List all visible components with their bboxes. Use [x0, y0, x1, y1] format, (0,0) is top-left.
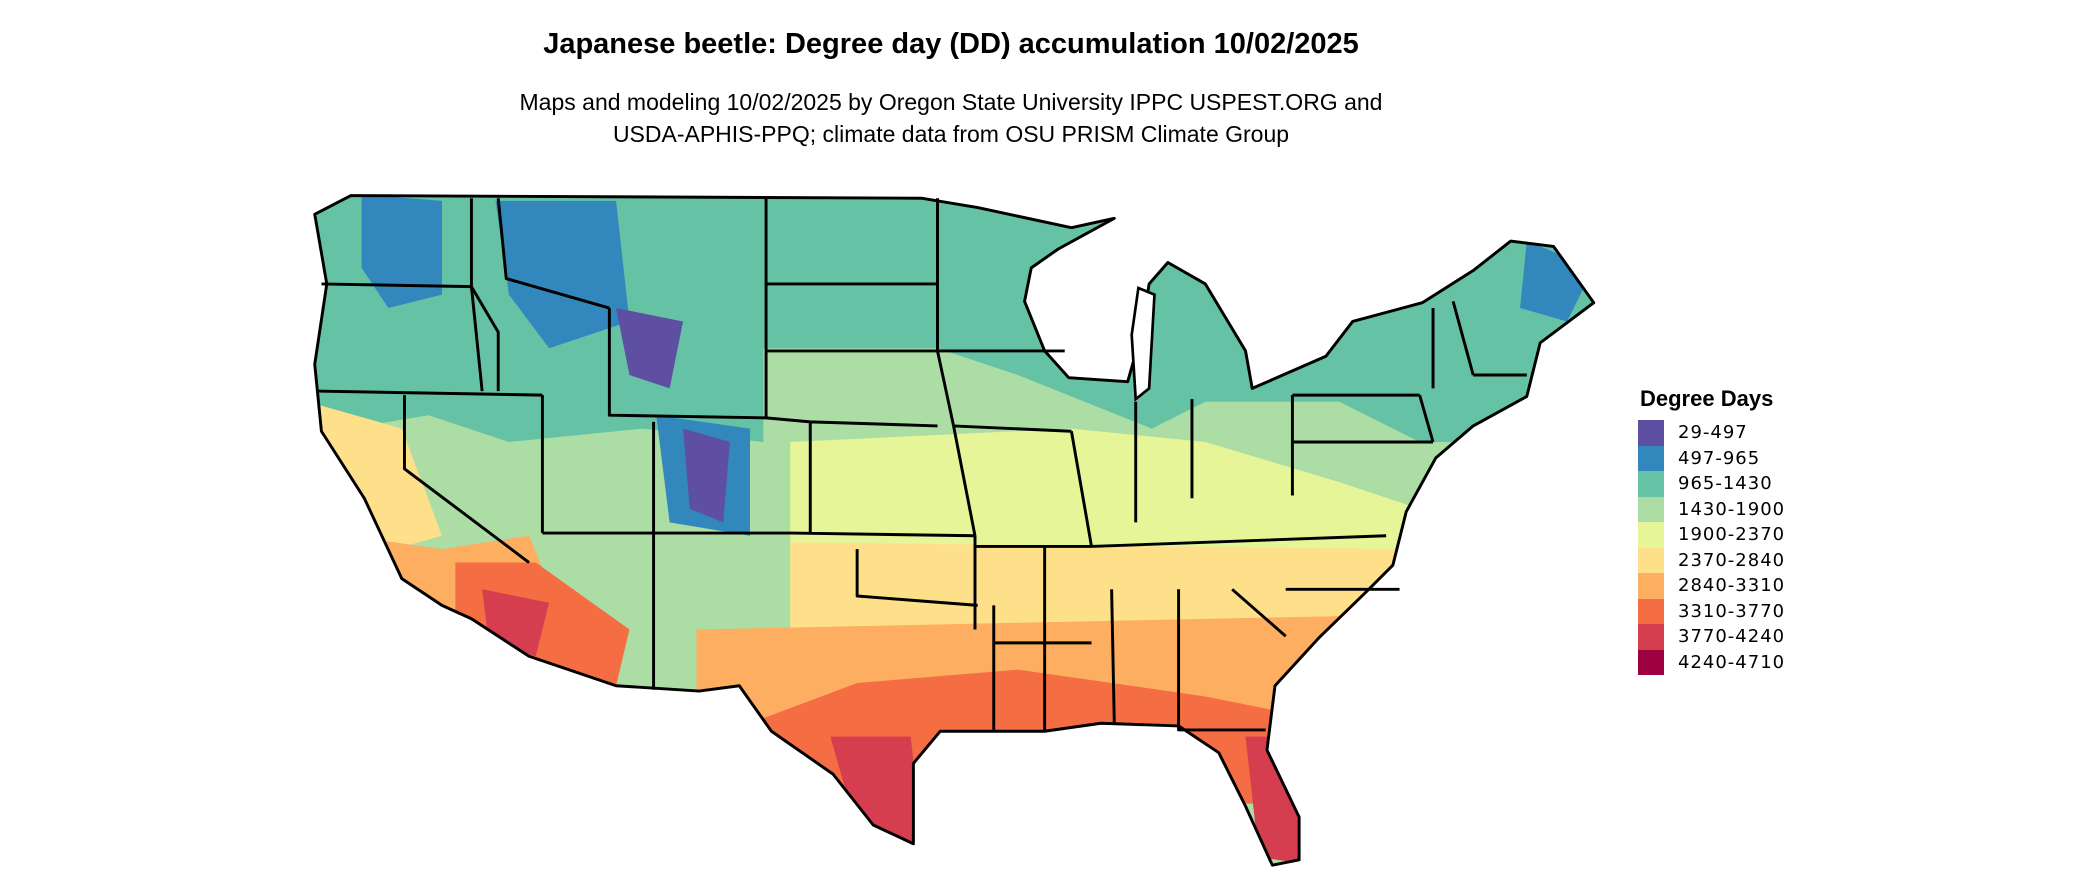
legend-item: 3310-3770 [1638, 598, 1786, 624]
legend-item: 2840-3310 [1638, 573, 1785, 599]
zone-497-965-cascades [361, 195, 442, 309]
legend-label: 4240-4710 [1678, 651, 1786, 673]
legend-item: 4240-4710 [1638, 649, 1786, 675]
zone-29-497-colorado [683, 428, 730, 523]
legend-label: 3310-3770 [1678, 600, 1786, 622]
great-lakes [1130, 286, 1156, 402]
map-subtitle: Maps and modeling 10/02/2025 by Oregon S… [0, 86, 1902, 150]
legend-label: 965-1430 [1678, 473, 1773, 495]
map-title: Japanese beetle: Degree day (DD) accumul… [543, 28, 1359, 60]
legend-label: 2840-3310 [1678, 575, 1786, 597]
legend-item: 3770-4240 [1638, 624, 1785, 650]
zone-29-497-wyoming [616, 308, 684, 389]
legend-swatch [1638, 522, 1664, 548]
lake-michigan [1130, 286, 1156, 402]
legend-swatch [1638, 547, 1664, 573]
legend-label: 29-497 [1678, 422, 1748, 444]
legend-swatch [1638, 445, 1664, 471]
legend-label: 1430-1900 [1678, 498, 1786, 520]
legend-label: 3770-4240 [1678, 626, 1786, 648]
legend-item: 1900-2370 [1638, 522, 1785, 548]
legend-item: 497-965 [1638, 445, 1785, 471]
legend-swatch [1638, 420, 1664, 446]
legend-label: 497-965 [1678, 447, 1761, 469]
legend-swatch [1638, 573, 1664, 599]
zone-2370-2840 [790, 542, 1407, 630]
legend: Degree Days 29-497 497-965 965-1430 1430-19… [1638, 386, 1785, 675]
legend-item: 2370-2840 [1638, 547, 1786, 573]
zone-497-965-rockies [495, 200, 630, 349]
legend-label: 1900-2370 [1678, 524, 1786, 546]
legend-swatch [1638, 598, 1664, 624]
legend-label: 2370-2840 [1678, 549, 1786, 571]
state-borders [313, 194, 1596, 867]
legend-title: Degree Days [1640, 386, 1774, 411]
legend-swatch [1638, 496, 1664, 522]
zone-3770-4240-florida [1245, 736, 1306, 864]
legend-item: 29-497 [1638, 420, 1785, 446]
legend-swatch [1638, 649, 1664, 675]
subtitle-line-1: Maps and modeling 10/02/2025 by Oregon S… [519, 89, 1383, 115]
legend-item: 965-1430 [1638, 471, 1785, 497]
legend-swatch [1638, 624, 1664, 650]
legend-item: 1430-1900 [1638, 496, 1786, 522]
legend-swatch [1638, 471, 1664, 497]
zone-1900-2370 [790, 428, 1420, 563]
zone-3770-4240-texas [830, 736, 925, 858]
subtitle-line-2: USDA-APHIS-PPQ; climate data from OSU PR… [612, 121, 1290, 147]
